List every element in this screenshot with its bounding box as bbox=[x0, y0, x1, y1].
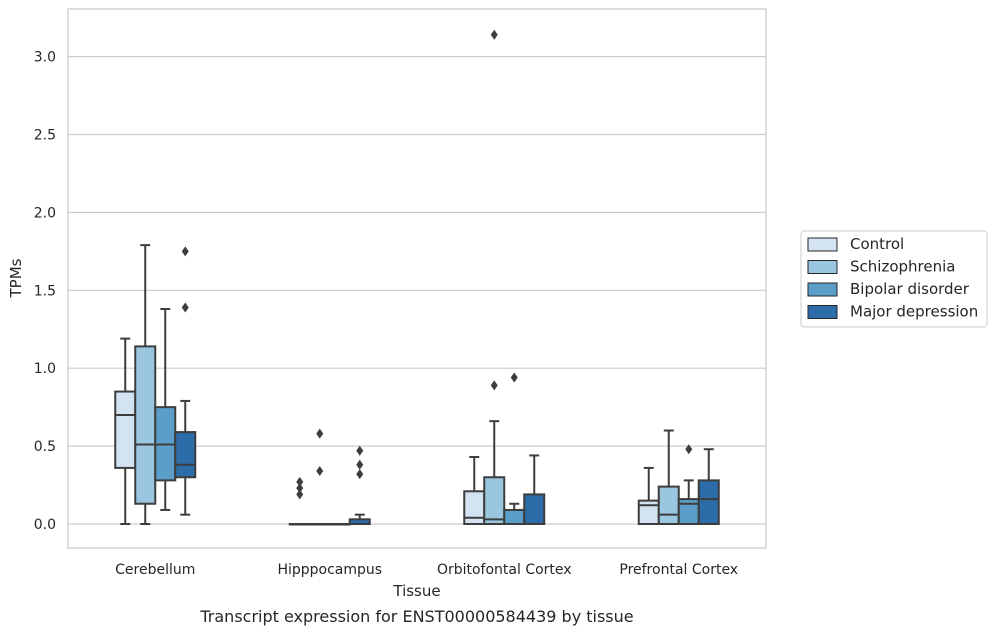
legend-swatch bbox=[807, 305, 838, 319]
x-tick-label: Orbitofontal Cortex bbox=[437, 562, 572, 578]
outlier-point bbox=[490, 380, 498, 391]
iqr-box bbox=[134, 345, 157, 505]
box-0-2 bbox=[154, 307, 177, 511]
outlier-point bbox=[316, 466, 324, 477]
y-tick-label: 1.5 bbox=[34, 283, 56, 299]
box-1-2 bbox=[328, 523, 351, 526]
iqr-box bbox=[483, 476, 506, 526]
x-tick-label: Prefrontal Cortex bbox=[619, 562, 738, 578]
box-3-1 bbox=[657, 429, 680, 525]
iqr-box bbox=[697, 479, 720, 526]
outlier-point bbox=[490, 29, 498, 40]
outlier-point bbox=[685, 444, 693, 455]
box-0-0 bbox=[114, 337, 137, 525]
legend-label: Major depression bbox=[850, 303, 978, 321]
outlier-point bbox=[181, 302, 189, 313]
outlier-point bbox=[356, 445, 364, 456]
box-1-3 bbox=[348, 445, 371, 525]
chart-caption: Transcript expression for ENST0000058443… bbox=[199, 607, 633, 626]
x-tick-label: Cerebellum bbox=[115, 562, 195, 578]
box-1-0 bbox=[288, 476, 311, 526]
legend-label: Bipolar disorder bbox=[850, 280, 970, 298]
y-tick-label: 3.0 bbox=[34, 50, 56, 66]
x-tick-label: Hipppocampus bbox=[277, 562, 382, 578]
box-3-3 bbox=[697, 448, 720, 526]
box-layer bbox=[114, 29, 720, 526]
box-0-3 bbox=[174, 246, 197, 516]
box-2-0 bbox=[463, 456, 486, 526]
outlier-point bbox=[356, 459, 364, 470]
x-tick-labels: Cerebellum Hipppocampus Orbitofontal Corte… bbox=[115, 562, 738, 578]
legend-frame bbox=[800, 230, 988, 328]
y-axis-label: TPMs bbox=[7, 258, 25, 298]
box-2-2 bbox=[503, 372, 526, 525]
y-tick-label: 0.0 bbox=[34, 517, 56, 533]
box-0-1 bbox=[134, 244, 157, 525]
x-axis-label: Tissue bbox=[392, 582, 440, 600]
plot-frame bbox=[67, 8, 767, 549]
outlier-point bbox=[296, 476, 304, 487]
box-2-3 bbox=[523, 454, 546, 526]
iqr-box bbox=[174, 431, 197, 479]
iqr-box bbox=[657, 485, 680, 525]
box-3-2 bbox=[677, 444, 700, 525]
box-2-1 bbox=[483, 29, 506, 526]
legend-swatch bbox=[807, 260, 838, 274]
y-tick-label: 0.5 bbox=[34, 439, 56, 455]
outlier-point bbox=[356, 469, 364, 480]
legend-swatch bbox=[807, 282, 838, 297]
legend-swatch bbox=[807, 237, 838, 252]
legend-label: Schizophrenia bbox=[850, 258, 955, 276]
y-tick-labels: 0.0 0.5 1.0 1.5 2.0 2.5 3.0 bbox=[34, 50, 56, 533]
iqr-box bbox=[114, 390, 137, 469]
outlier-point bbox=[510, 372, 518, 383]
iqr-box bbox=[463, 490, 486, 526]
y-tick-label: 2.0 bbox=[34, 205, 56, 221]
box-3-0 bbox=[637, 466, 660, 526]
iqr-box bbox=[523, 493, 546, 526]
legend: Control Schizophrenia Bipolar disorder Majo… bbox=[800, 230, 988, 328]
legend-items: Control Schizophrenia Bipolar disorder Majo… bbox=[807, 235, 978, 321]
legend-label: Control bbox=[850, 235, 904, 253]
outlier-point bbox=[296, 483, 304, 494]
outlier-point bbox=[181, 246, 189, 257]
y-tick-label: 1.0 bbox=[34, 361, 56, 377]
box-1-1 bbox=[308, 428, 331, 526]
iqr-box bbox=[637, 499, 660, 526]
outlier-point bbox=[296, 489, 304, 500]
outlier-point bbox=[316, 428, 324, 439]
y-tick-label: 2.5 bbox=[34, 128, 56, 144]
iqr-box bbox=[503, 508, 526, 525]
